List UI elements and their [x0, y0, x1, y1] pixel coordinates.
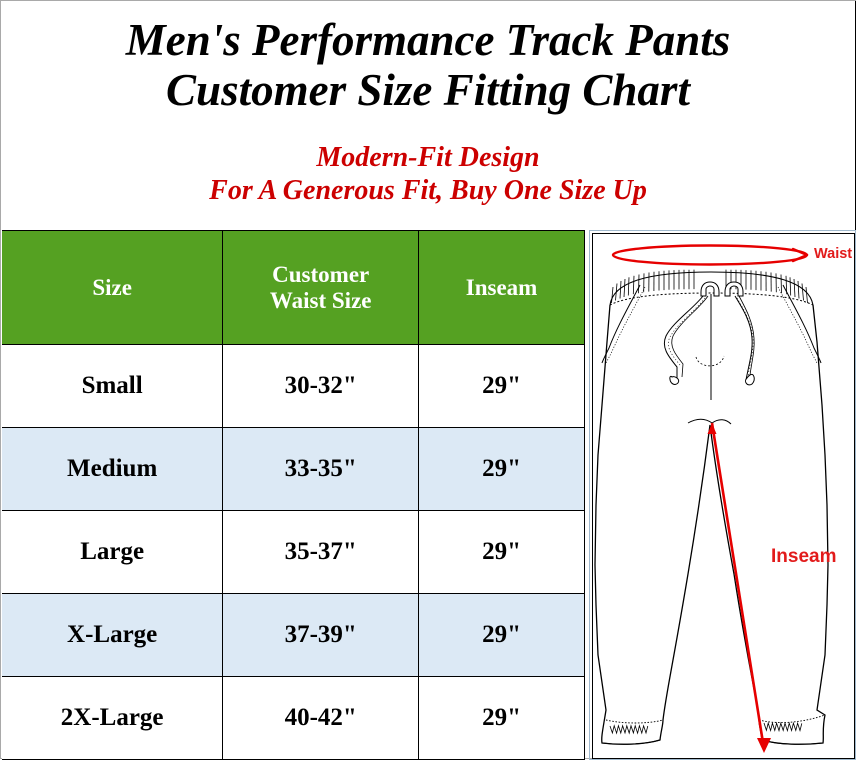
- svg-text:Waist: Waist: [814, 246, 852, 262]
- svg-text:Inseam: Inseam: [771, 546, 836, 567]
